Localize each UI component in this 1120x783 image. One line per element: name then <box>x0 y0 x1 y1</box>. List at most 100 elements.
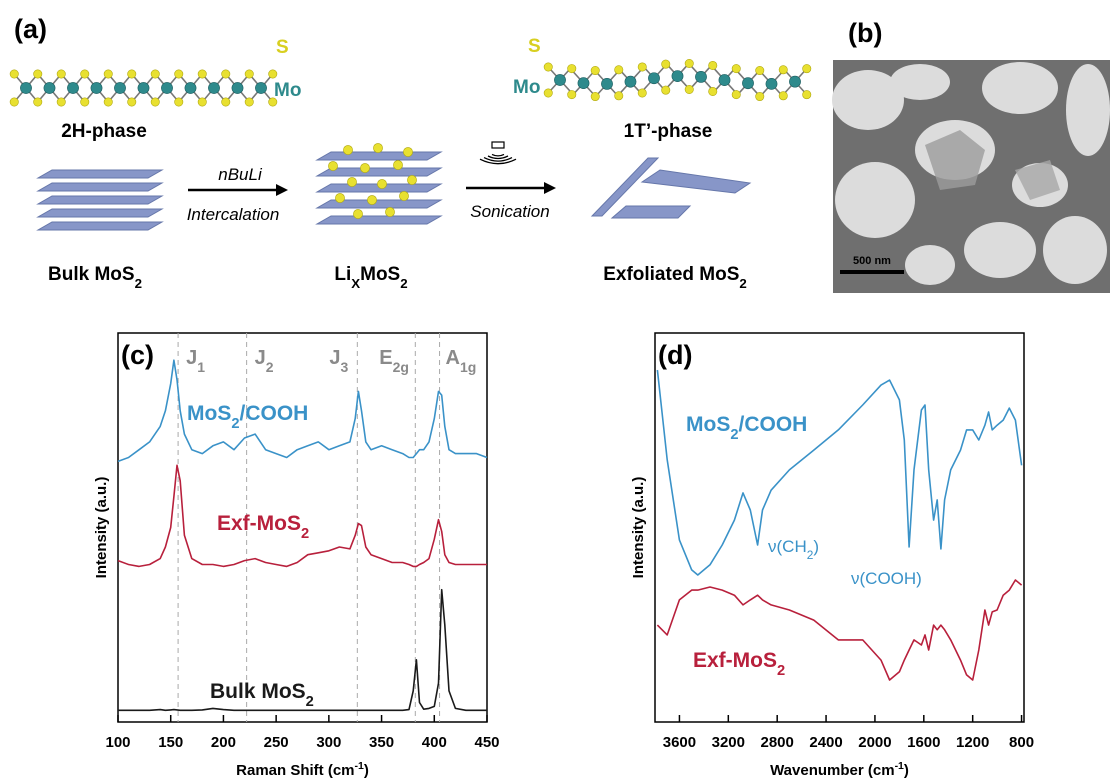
phase-label: 2H-phase <box>61 121 147 142</box>
mo-atom <box>185 82 196 93</box>
text-part: Exfoliated MoS <box>603 264 739 285</box>
x-tick-label: 250 <box>264 734 289 751</box>
mo-atom <box>161 82 172 93</box>
li-ion <box>353 209 362 218</box>
s-atom <box>638 63 646 71</box>
s-label: S <box>276 37 289 58</box>
x-axis-label: Wavenumber (cm-1) <box>770 760 909 779</box>
tem-hole <box>835 162 915 238</box>
x-tick-label: 800 <box>1009 734 1034 751</box>
s-atom <box>732 64 740 72</box>
text-part: 2 <box>266 359 274 375</box>
text-part: 2 <box>400 276 407 291</box>
x-tick-label: 2000 <box>858 734 891 751</box>
text-part: MoS <box>686 413 730 436</box>
series-label: Exf-MoS2 <box>217 512 309 542</box>
mo-atom <box>789 76 800 87</box>
spectrum-line <box>118 465 487 566</box>
text-part: 3 <box>340 359 348 375</box>
mo-atom <box>601 78 612 89</box>
tem-hole <box>964 222 1036 278</box>
series-label: Bulk MoS2 <box>210 680 314 710</box>
mo-atom <box>44 82 55 93</box>
s-atom <box>709 61 717 69</box>
s-atom <box>662 60 670 68</box>
s-atom <box>34 70 42 78</box>
s-atom <box>803 90 811 98</box>
text-part: 1g <box>460 359 476 375</box>
s-atom <box>10 98 18 106</box>
mo-atom <box>695 71 706 82</box>
s-atom <box>198 70 206 78</box>
sample-label: Exfoliated MoS2 <box>603 264 747 291</box>
text-part: J <box>186 347 197 369</box>
s-atom <box>685 59 693 67</box>
s-atom <box>568 64 576 72</box>
text-part: MoS <box>360 264 400 285</box>
text-part: A <box>446 347 460 369</box>
layer <box>38 222 162 230</box>
band-label: ν(CH2) <box>768 537 819 562</box>
s-atom <box>779 92 787 100</box>
x-tick-label: 450 <box>474 734 499 751</box>
flake <box>612 206 690 218</box>
text-part: Wavenumber (cm <box>770 762 894 779</box>
s-atom <box>709 87 717 95</box>
x-axis-label: Raman Shift (cm-1) <box>236 760 369 779</box>
li-ion <box>367 195 376 204</box>
y-axis-label: Intensity (a.u.) <box>93 477 110 579</box>
tem-hole <box>1066 64 1110 156</box>
x-tick-label: 2400 <box>809 734 842 751</box>
panel-label: (d) <box>658 340 692 370</box>
x-tick-label: 200 <box>211 734 236 751</box>
x-tick-label: 3200 <box>712 734 745 751</box>
peak-label: A1g <box>446 347 477 375</box>
s-atom <box>568 90 576 98</box>
text-part: Exf-MoS <box>217 512 301 535</box>
s-atom <box>81 70 89 78</box>
text-part: J <box>329 347 340 369</box>
reagent-label: nBuLi <box>218 165 263 184</box>
arrow-head <box>276 184 288 196</box>
sound-wave <box>492 154 504 156</box>
s-atom <box>175 98 183 106</box>
band-label: ν(COOH) <box>851 569 922 588</box>
text-part: Li <box>334 264 351 285</box>
mo-atom <box>255 82 266 93</box>
s-atom <box>591 92 599 100</box>
text-part: ) <box>364 762 369 779</box>
x-tick-label: 3600 <box>663 734 696 751</box>
s-atom <box>151 70 159 78</box>
s-atom <box>222 98 230 106</box>
text-part: -1 <box>895 760 904 772</box>
s-atom <box>245 70 253 78</box>
x-tick-label: 400 <box>422 734 447 751</box>
li-ion <box>377 179 386 188</box>
arrow-head <box>544 182 556 194</box>
s-atom <box>245 98 253 106</box>
s-atom <box>685 85 693 93</box>
panel-label: (b) <box>848 18 882 48</box>
s-atom <box>198 98 206 106</box>
mo-atom <box>672 70 683 81</box>
text-part: ν(CH <box>768 537 807 556</box>
layer <box>317 152 441 160</box>
text-part: Bulk MoS <box>210 680 306 703</box>
text-part: 2 <box>231 416 239 432</box>
text-part: J <box>255 347 266 369</box>
text-part: E <box>379 347 392 369</box>
peak-label: E2g <box>379 347 409 375</box>
text-part: 2 <box>306 694 314 710</box>
atom-chain <box>544 59 811 100</box>
y-axis-label: Intensity (a.u.) <box>630 477 647 579</box>
mo-atom <box>20 82 31 93</box>
mo-atom <box>114 82 125 93</box>
text-part: /COOH <box>739 413 808 436</box>
step-label: Sonication <box>470 202 549 221</box>
text-part: Exf-MoS <box>693 649 777 672</box>
layer <box>317 200 441 208</box>
mo-atom <box>719 74 730 85</box>
text-part: 2g <box>393 359 409 375</box>
sample-label: LiXMoS2 <box>334 264 407 291</box>
peak-label: J3 <box>329 347 348 375</box>
